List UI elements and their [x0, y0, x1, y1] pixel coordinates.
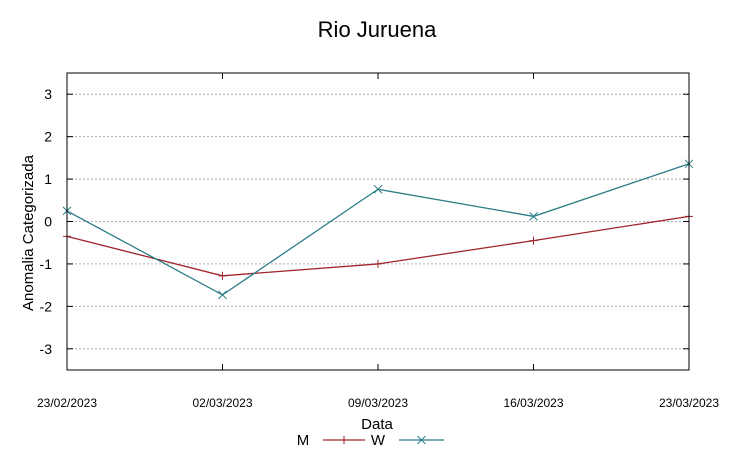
series-m: [63, 212, 693, 280]
x-axis-ticks: 23/02/2023 02/03/2023 09/03/2023 16/03/2023…: [37, 73, 719, 410]
legend-marker: [417, 435, 426, 445]
y-tick-label: 3: [44, 86, 52, 102]
marker-stroke: [417, 435, 426, 445]
legend-marker: [340, 436, 348, 444]
x-tick-label: 16/03/2023: [503, 396, 563, 410]
series-line: [66, 163, 690, 296]
data-point: [529, 236, 538, 245]
y-tick-label: 0: [44, 214, 52, 230]
series-w: [62, 159, 694, 300]
y-tick-label: -2: [40, 298, 53, 314]
data-point: [218, 290, 227, 300]
marker-stroke: [529, 212, 538, 221]
data-point: [374, 259, 382, 268]
grid: [67, 93, 689, 350]
marker-stroke: [218, 290, 227, 300]
x-tick-label: 09/03/2023: [348, 396, 408, 410]
y-tick-label: 2: [44, 129, 52, 145]
x-tick-label: 23/03/2023: [659, 396, 719, 410]
legend-label: W: [371, 432, 386, 449]
x-tick-label: 23/02/2023: [37, 396, 97, 410]
y-tick-label: 1: [44, 171, 52, 187]
data-point: [529, 212, 538, 221]
x-tick-label: 02/03/2023: [192, 396, 252, 410]
y-axis-label: Anomalia Categorizada: [20, 154, 37, 311]
series-lines: [62, 159, 694, 300]
x-axis-label: Data: [361, 416, 393, 433]
legend-item-w: W: [371, 432, 444, 449]
y-axis-ticks: 3 2 1 0 -1 -2 -3: [40, 86, 689, 357]
y-tick-label: -3: [40, 341, 53, 357]
chart-title: Rio Juruena: [318, 17, 437, 42]
marker-stroke: [373, 184, 383, 194]
legend-label: M: [297, 432, 310, 449]
data-point: [218, 271, 227, 280]
legend-item-m: M: [297, 432, 365, 449]
data-point: [373, 184, 383, 194]
y-tick-label: -1: [40, 256, 53, 272]
